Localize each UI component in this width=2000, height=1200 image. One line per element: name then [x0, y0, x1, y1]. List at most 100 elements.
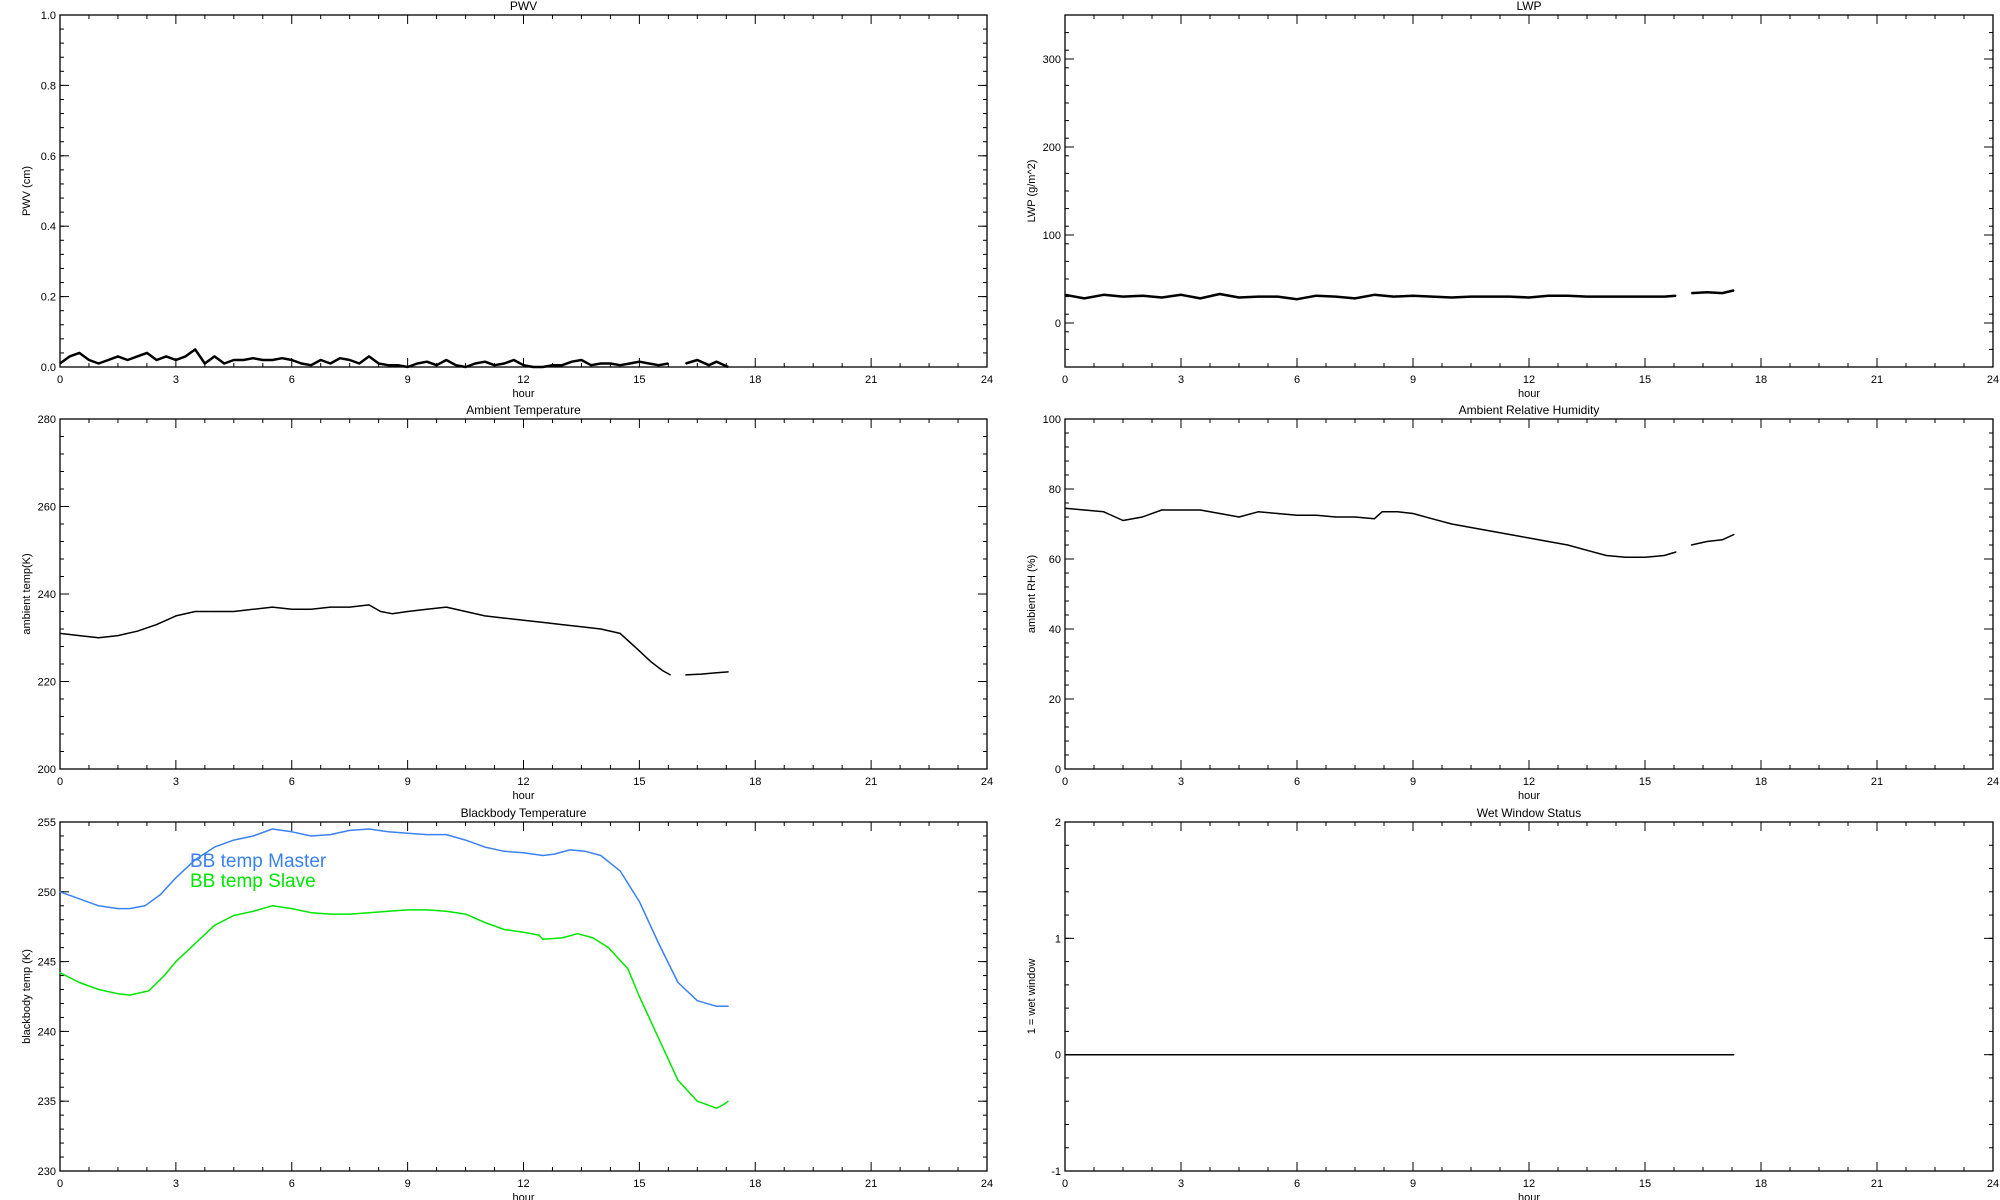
chart-title: LWP — [1516, 0, 1541, 13]
series-ambient-temp-point — [716, 672, 718, 674]
series-bb-temp-slave-point — [638, 995, 640, 998]
series-ambient-rh-point — [1706, 540, 1708, 543]
series-ambient-rh-point — [1103, 511, 1105, 513]
x-tick-label: 21 — [1871, 1178, 1883, 1190]
series-lwp-line — [1064, 292, 1676, 301]
y-tick-label: 0.2 — [41, 292, 56, 304]
series-lwp-point — [1625, 296, 1627, 298]
series-bb-temp-master-point — [159, 893, 162, 896]
series-pwv-point — [320, 359, 322, 361]
series-lwp-point — [1489, 296, 1491, 298]
series-pwv-point — [281, 357, 283, 359]
series-lwp-point — [1586, 296, 1588, 298]
x-tick-label: 12 — [1523, 776, 1535, 788]
x-tick-label: 3 — [173, 1178, 179, 1190]
x-tick-label: 9 — [405, 776, 411, 788]
series-ambient-temp-point — [117, 634, 119, 637]
series-bb-temp-master-line — [59, 828, 729, 1008]
series-pwv-point — [397, 364, 399, 366]
series-ambient-temp-point — [291, 608, 293, 610]
plot-frame — [1064, 14, 1994, 368]
series-pwv-point — [88, 359, 90, 361]
series-bb-temp-slave-point — [148, 990, 150, 992]
series-ambient-temp-point — [700, 673, 702, 675]
series-ambient-temp-point — [580, 626, 583, 628]
series-pwv-line — [685, 358, 729, 369]
series-bb-temp-slave-point — [128, 994, 131, 996]
series-bb-temp-master-point — [426, 833, 428, 836]
series-pwv-point — [252, 357, 254, 359]
series-pwv-point — [146, 352, 148, 354]
series-bb-temp-slave-point — [252, 910, 254, 912]
series-bb-temp-slave-point — [407, 909, 409, 911]
series-ambient-rh-point — [1219, 512, 1221, 515]
series-ambient-rh-point — [1396, 511, 1399, 513]
y-axis-label: blackbody temp (K) — [21, 949, 33, 1044]
series-bb-temp-master-point — [59, 891, 61, 893]
series-pwv-point — [136, 355, 138, 358]
series-pwv-point — [542, 366, 544, 368]
x-tick-label: 12 — [517, 776, 529, 788]
y-tick-label: -1 — [1051, 1166, 1061, 1178]
series-bb-temp-slave-point — [727, 1100, 729, 1102]
x-tick-label: 6 — [1294, 776, 1300, 788]
series-pwv-point — [223, 362, 225, 365]
series-lwp-point — [1675, 295, 1677, 297]
series-pwv-point — [175, 359, 177, 361]
series-lwp-point — [1161, 296, 1163, 299]
x-tick-label: 24 — [1987, 776, 1999, 788]
series-bb-temp-master-point — [78, 898, 80, 900]
series-pwv-point — [435, 364, 438, 366]
series-bb-temp-slave-point — [445, 910, 447, 912]
x-tick-label: 21 — [1871, 374, 1883, 386]
series-lwp-point — [1470, 296, 1472, 298]
series-bb-temp-slave-point — [522, 931, 525, 933]
y-tick-label: 0.8 — [41, 80, 56, 92]
series-ambient-rh-point — [1315, 514, 1317, 516]
series-lwp-point — [1064, 294, 1066, 296]
series-lwp-point — [1083, 297, 1085, 299]
series-lwp-point — [1296, 298, 1298, 300]
series-ambient-rh-point — [1277, 512, 1279, 515]
series-bb-temp-slave-point — [213, 924, 216, 926]
series-ambient-rh-point — [1451, 523, 1453, 525]
series-ambient-temp-line — [59, 604, 671, 676]
series-bb-temp-master-point — [569, 849, 571, 851]
y-tick-label: 245 — [38, 957, 56, 969]
y-tick-label: 100 — [1043, 230, 1061, 242]
series-pwv-point — [242, 359, 245, 361]
series-bb-temp-slave-point — [271, 905, 274, 907]
series-lwp-point — [1567, 295, 1569, 297]
series-bb-temp-slave-point — [716, 1107, 718, 1109]
series-lwp-line — [1691, 289, 1735, 295]
series-ambient-temp-point — [98, 637, 100, 639]
chart-title: Ambient Temperature — [466, 403, 581, 417]
series-pwv-point — [532, 366, 534, 368]
series-pwv-point — [629, 362, 631, 365]
series-bb-temp-master-point — [175, 877, 177, 879]
series-pwv-point — [407, 366, 409, 368]
series-ambient-temp-point — [194, 610, 196, 613]
series-ambient-rh-point — [1470, 526, 1472, 529]
series-pwv-point — [609, 362, 612, 365]
series-lwp-point — [1315, 295, 1317, 297]
series-pwv-point — [117, 355, 119, 358]
y-tick-label: 80 — [1049, 484, 1061, 496]
y-tick-label: 0 — [1055, 1050, 1061, 1062]
series-ambient-rh-point — [1381, 511, 1383, 513]
y-tick-label: 2 — [1055, 817, 1061, 829]
series-pwv-point — [727, 366, 729, 368]
series-wet-window-point — [1733, 1054, 1735, 1056]
x-axis-label: hour — [512, 388, 534, 400]
x-tick-label: 12 — [1523, 1178, 1535, 1190]
series-pwv-point — [329, 362, 331, 365]
series-pwv-point — [551, 364, 554, 366]
series-ambient-rh-point — [1431, 518, 1433, 520]
series-pwv-point — [708, 364, 710, 366]
y-axis-label: PWV (cm) — [21, 166, 33, 216]
series-pwv-point — [165, 355, 167, 358]
x-tick-label: 15 — [633, 374, 645, 386]
panel-ambient-temperature: Ambient Temperature hour ambient temp(K) 0 3… — [21, 403, 993, 802]
series-ambient-rh-point — [1489, 530, 1491, 532]
series-ambient-rh-point — [1675, 551, 1677, 553]
